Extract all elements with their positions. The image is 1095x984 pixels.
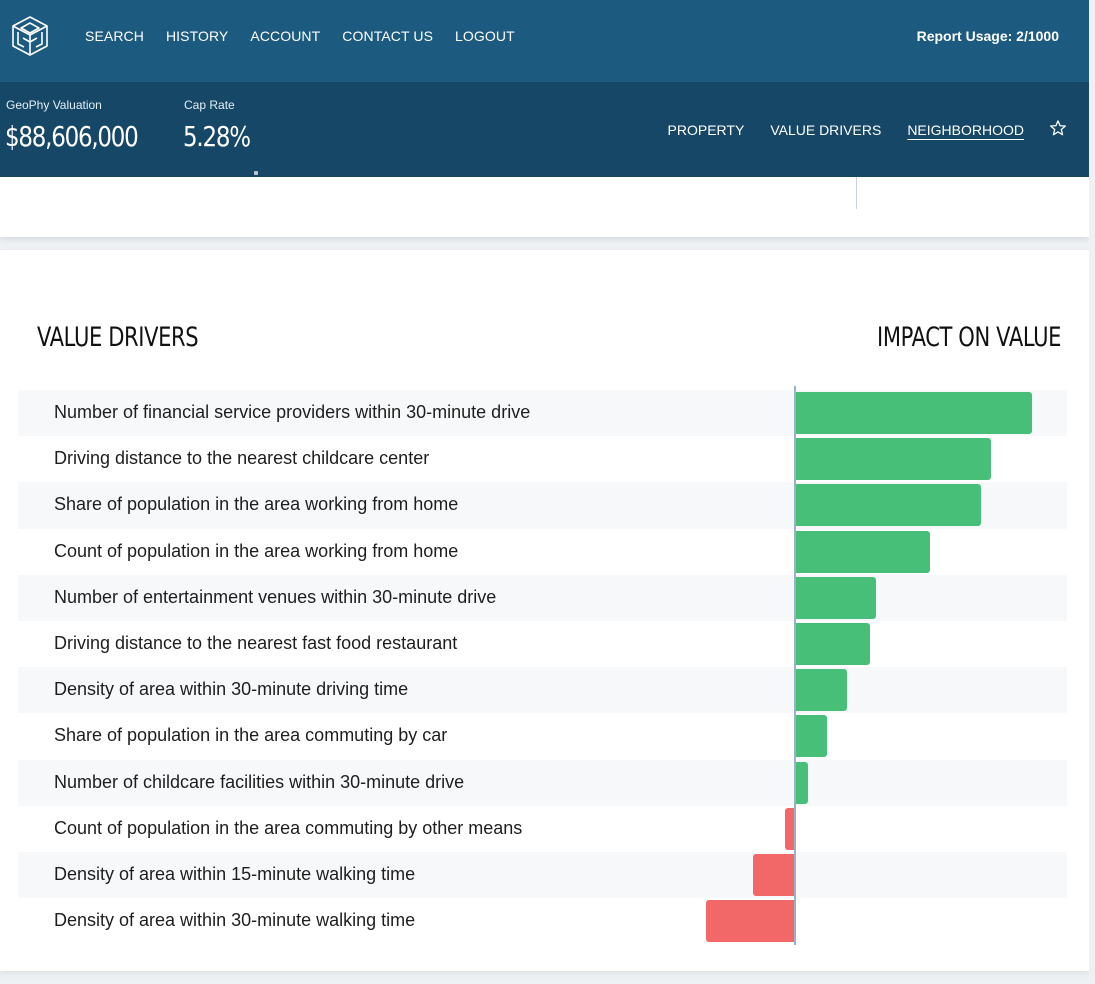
value-driver-row: Density of area within 30-minute walking… (18, 898, 1067, 944)
positive-impact-bar[interactable] (796, 669, 847, 712)
tab-property[interactable]: PROPERTY (667, 122, 745, 138)
valuation-value: $88,606,000 (5, 120, 139, 153)
value-driver-label: Driving distance to the nearest childcar… (54, 448, 430, 469)
value-driver-row: Share of population in the area working … (18, 482, 1067, 529)
positive-impact-bar[interactable] (796, 622, 870, 665)
cap-rate-value: 5.28% (183, 120, 251, 153)
divider (856, 177, 857, 209)
positive-impact-bar[interactable] (796, 530, 930, 573)
value-driver-label: Density of area within 30-minute walking… (54, 910, 416, 931)
value-driver-label: Share of population in the area working … (54, 494, 459, 515)
section-tabs: PROPERTY VALUE DRIVERS NEIGHBORHOOD (642, 122, 1024, 138)
value-drivers-card: VALUE DRIVERS IMPACT ON VALUE Number of … (0, 250, 1089, 971)
positive-impact-bar[interactable] (796, 438, 991, 481)
value-driver-label: Density of area within 30-minute driving… (54, 679, 409, 700)
cap-rate-label: Cap Rate (184, 98, 235, 112)
nav-search[interactable]: SEARCH (85, 28, 144, 44)
value-driver-row: Density of area within 30-minute driving… (18, 667, 1067, 714)
value-driver-label: Number of financial service providers wi… (54, 402, 531, 422)
value-driver-label: Count of population in the area commutin… (54, 817, 523, 838)
value-driver-row: Density of area within 15-minute walking… (18, 851, 1067, 899)
value-driver-row: Number of entertainment venues within 30… (18, 574, 1067, 621)
value-driver-row: Share of population in the area commutin… (18, 713, 1067, 759)
zero-axis-line (794, 386, 796, 945)
main-nav: SEARCH HISTORY ACCOUNT CONTACT US LOGOUT (85, 28, 537, 44)
impact-on-value-title: IMPACT ON VALUE (877, 322, 1062, 353)
value-driver-row: Number of financial service providers wi… (18, 390, 1067, 437)
positive-impact-bar[interactable] (796, 761, 808, 804)
value-driver-label: Density of area within 15-minute walking… (54, 863, 416, 884)
value-driver-row: Count of population in the area working … (18, 529, 1067, 575)
nav-logout[interactable]: LOGOUT (455, 28, 515, 44)
positive-impact-bar[interactable] (796, 392, 1032, 434)
valuation-label: GeoPhy Valuation (6, 98, 102, 112)
value-driver-label: Share of population in the area commutin… (54, 725, 448, 746)
value-driver-row: Driving distance to the nearest childcar… (18, 436, 1067, 482)
tab-neighborhood[interactable]: NEIGHBORHOOD (907, 122, 1024, 138)
positive-impact-bar[interactable] (796, 576, 876, 619)
valuation-bar: GeoPhy Valuation $88,606,000 Cap Rate 5.… (0, 82, 1095, 177)
nav-account[interactable]: ACCOUNT (250, 28, 321, 44)
value-driver-label: Count of population in the area working … (54, 540, 459, 561)
value-driver-row: Count of population in the area commutin… (18, 806, 1067, 852)
negative-impact-bar[interactable] (706, 900, 795, 943)
nav-contact-us[interactable]: CONTACT US (342, 28, 434, 44)
geophy-logo-icon[interactable] (10, 14, 50, 58)
top-navigation-bar: SEARCH HISTORY ACCOUNT CONTACT US LOGOUT… (0, 0, 1095, 82)
positive-impact-bar[interactable] (796, 484, 981, 527)
divider (254, 171, 258, 175)
page-edge (1089, 0, 1095, 984)
value-driver-label: Number of entertainment venues within 30… (54, 586, 497, 607)
nav-history[interactable]: HISTORY (165, 28, 229, 44)
tab-value-drivers[interactable]: VALUE DRIVERS (770, 122, 882, 138)
negative-impact-bar[interactable] (753, 853, 795, 896)
value-driver-label: Driving distance to the nearest fast foo… (54, 632, 458, 653)
value-driver-row: Number of childcare facilities within 30… (18, 759, 1067, 806)
property-details-card (0, 171, 1089, 237)
negative-impact-bar[interactable] (785, 807, 795, 850)
value-driver-label: Number of childcare facilities within 30… (54, 771, 465, 792)
value-drivers-list: Number of financial service providers wi… (18, 390, 1067, 944)
value-driver-row: Driving distance to the nearest fast foo… (18, 621, 1067, 667)
positive-impact-bar[interactable] (796, 715, 827, 758)
report-usage: Report Usage: 2/1000 (916, 28, 1059, 44)
value-drivers-title: VALUE DRIVERS (37, 322, 199, 353)
star-icon[interactable] (1049, 119, 1067, 137)
